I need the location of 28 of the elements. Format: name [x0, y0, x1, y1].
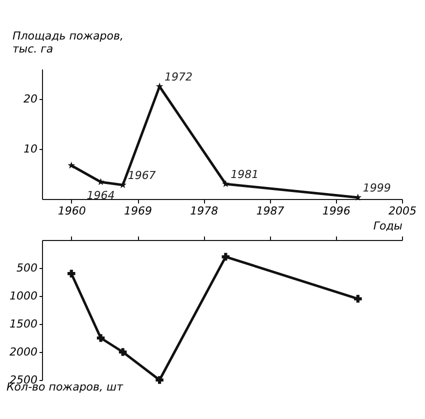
y-tick-label: 2000	[10, 346, 38, 358]
annotation: 1972	[164, 70, 193, 84]
x-tick-label: 1978	[190, 204, 218, 218]
annotation: 1967	[128, 169, 156, 182]
point	[222, 252, 230, 261]
point	[118, 348, 127, 356]
x-tick-label: 1960	[58, 204, 86, 218]
point	[156, 82, 164, 90]
x-tick-label: 1987	[256, 204, 284, 218]
y-tick-label: 10	[24, 142, 38, 156]
y-tick-label: 1500	[10, 318, 38, 330]
y-tick-label: 1000	[10, 290, 38, 302]
annotation: 1981	[230, 168, 259, 181]
x-tick-label: 1996	[322, 204, 350, 218]
y-axis-title: Площадь пожаров, тыс. га	[12, 30, 124, 56]
point	[156, 376, 164, 384]
x-tick-label: 1969	[124, 204, 152, 218]
annotation: 1999	[362, 182, 391, 194]
annotation: 1964	[86, 189, 115, 202]
y-tick-label: 20	[24, 92, 38, 106]
x-axis-title: Годы	[373, 220, 403, 232]
point	[68, 162, 76, 169]
point	[354, 294, 362, 303]
x-tick-label: 2005	[388, 204, 416, 218]
point	[96, 334, 105, 342]
point	[68, 270, 76, 278]
y-tick-label: 500	[16, 262, 38, 274]
point	[222, 180, 230, 188]
